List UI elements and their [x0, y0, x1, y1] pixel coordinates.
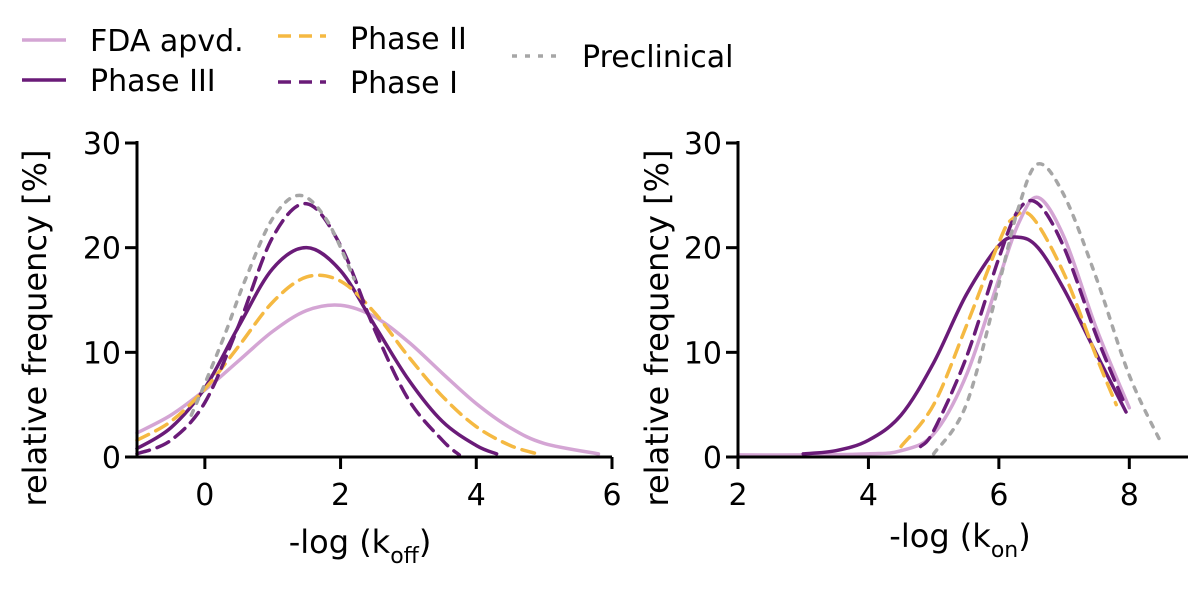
- kon-x-tick-label-8: 8: [1120, 478, 1139, 513]
- kon-series-fda-apvd: [736, 195, 1132, 457]
- kon-y-axis-title: relative frequency [%]: [638, 150, 676, 507]
- legend-label-preclinical: Preclinical: [582, 40, 733, 75]
- kon-x-axis-title: -log (kon): [889, 517, 1030, 563]
- legend-label-phase-i: Phase I: [350, 66, 458, 101]
- kon-series-phase-iii: [801, 235, 1128, 456]
- legend-label-phase-iii: Phase III: [90, 64, 216, 99]
- kon-y-tick-label-10: 10: [684, 336, 722, 371]
- koff-series-preclinical: [189, 193, 356, 417]
- koff-y-tick-label-30: 30: [83, 127, 121, 162]
- koff-x-tick-label-6: 6: [602, 478, 621, 513]
- koff-y-axis-title: relative frequency [%]: [16, 150, 54, 507]
- koff-x-axis-title: -log (koff): [289, 523, 432, 569]
- koff-y-tick-label-20: 20: [83, 232, 121, 267]
- legend-entry-preclinical: Preclinical: [512, 40, 733, 75]
- koff-x-tick-label-0: 0: [195, 478, 214, 513]
- legend-entry-phase-ii: Phase II: [278, 22, 467, 57]
- legend: FDA apvd. Phase III Phase II Phase I Pre…: [22, 22, 733, 101]
- kon-x-tick-label-6: 6: [989, 478, 1008, 513]
- kon-y-tick-label-30: 30: [684, 127, 722, 162]
- kon-x-title-close: ): [1018, 517, 1030, 555]
- koff-y-tick-label-0: 0: [102, 441, 121, 476]
- legend-entry-phase-i: Phase I: [278, 66, 458, 101]
- kon-x-tick-label-4: 4: [859, 478, 878, 513]
- koff-series-phase-ii: [135, 273, 540, 456]
- legend-entry-fda-apvd: FDA apvd.: [22, 24, 244, 59]
- legend-entry-phase-iii: Phase III: [22, 64, 216, 99]
- koff-series-phase-i: [135, 201, 462, 457]
- koff-x-title-sub: off: [390, 544, 419, 569]
- koff-panel: relative frequency [%] -log (koff) 01020…: [16, 127, 622, 569]
- kon-x-tick-label-2: 2: [728, 478, 747, 513]
- koff-x-title-close: ): [419, 523, 431, 561]
- koff-x-tick-label-4: 4: [467, 478, 486, 513]
- koff-x-title-main: -log (k: [289, 523, 391, 561]
- legend-label-phase-ii: Phase II: [350, 22, 467, 57]
- kon-series-phase-ii: [899, 210, 1119, 449]
- koff-y-tick-label-10: 10: [83, 336, 121, 371]
- kon-series-preclinical: [931, 162, 1164, 456]
- kon-y-tick-label-0: 0: [703, 441, 722, 476]
- koff-x-tick-label-2: 2: [331, 478, 350, 513]
- kon-y-tick-label-20: 20: [684, 232, 722, 267]
- legend-label-fda-apvd: FDA apvd.: [90, 24, 244, 59]
- kon-x-title-sub: on: [991, 538, 1018, 563]
- kon-panel: relative frequency [%] -log (kon) 0 10 20 3…: [638, 127, 1188, 563]
- kon-x-title-main: -log (k: [889, 517, 991, 555]
